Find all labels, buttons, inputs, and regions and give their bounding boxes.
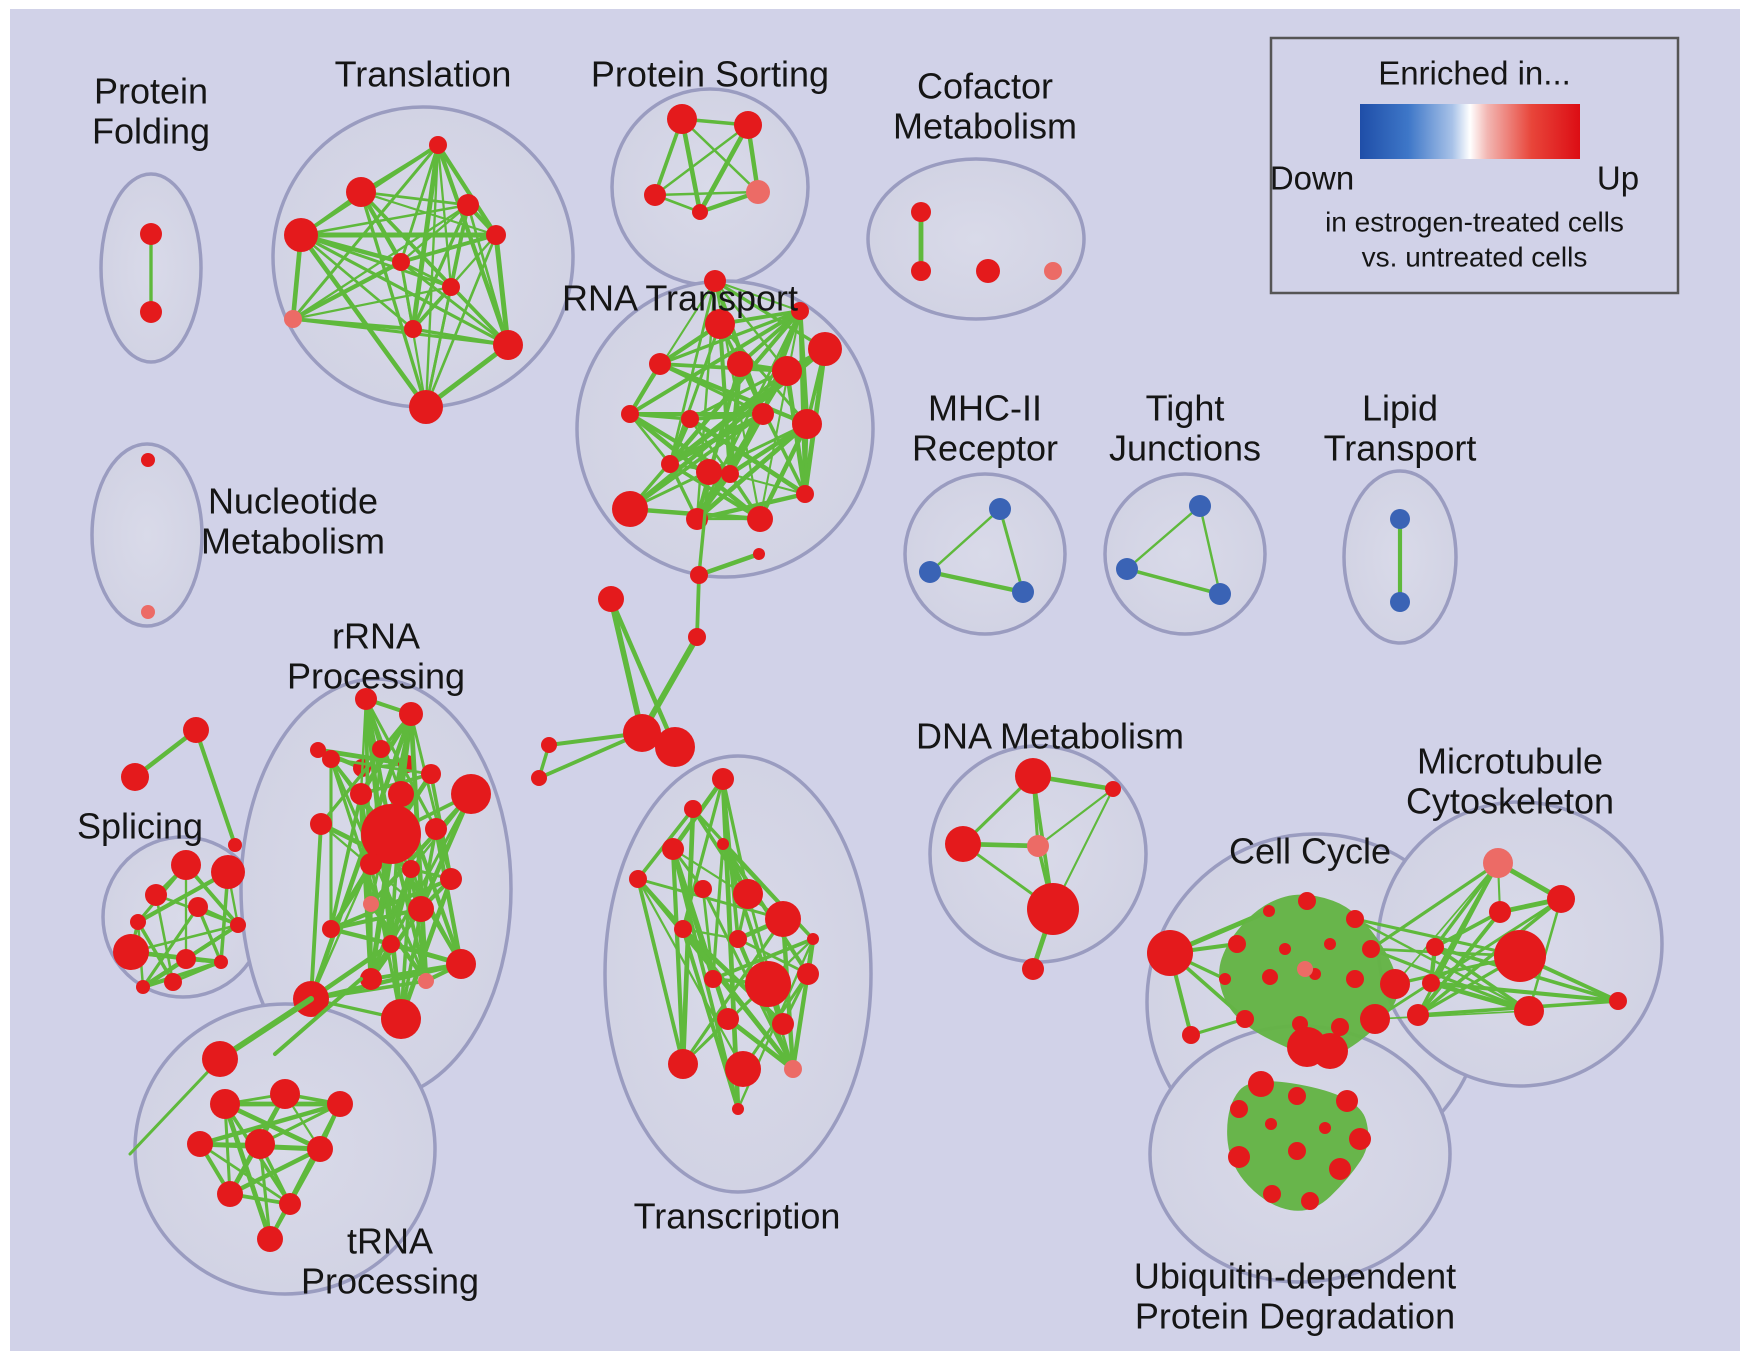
svg-text:Receptor: Receptor	[912, 428, 1058, 469]
svg-text:Protein Degradation: Protein Degradation	[1135, 1296, 1455, 1337]
svg-text:Enriched in...: Enriched in...	[1378, 55, 1571, 92]
svg-text:Cofactor: Cofactor	[917, 65, 1053, 106]
svg-text:Nucleotide: Nucleotide	[208, 480, 378, 521]
svg-text:Lipid: Lipid	[1362, 387, 1438, 428]
svg-text:rRNA: rRNA	[332, 615, 420, 656]
svg-text:tRNA: tRNA	[347, 1220, 433, 1261]
svg-text:Down: Down	[1270, 160, 1354, 197]
svg-text:Cell Cycle: Cell Cycle	[1229, 831, 1391, 872]
svg-text:Junctions: Junctions	[1109, 428, 1261, 469]
svg-text:Transport: Transport	[1324, 428, 1477, 469]
svg-text:Transcription: Transcription	[634, 1196, 841, 1237]
svg-text:Splicing: Splicing	[77, 806, 203, 847]
svg-text:in estrogen-treated cells: in estrogen-treated cells	[1325, 206, 1624, 237]
svg-text:Ubiquitin-dependent: Ubiquitin-dependent	[1134, 1255, 1456, 1296]
svg-text:Metabolism: Metabolism	[201, 521, 385, 562]
svg-text:Processing: Processing	[287, 656, 465, 697]
svg-text:Metabolism: Metabolism	[893, 106, 1077, 147]
svg-text:Tight: Tight	[1146, 387, 1225, 428]
svg-text:Folding: Folding	[92, 111, 210, 152]
svg-text:RNA Transport: RNA Transport	[562, 278, 798, 319]
svg-text:MHC-II: MHC-II	[928, 387, 1042, 428]
svg-text:Processing: Processing	[301, 1261, 479, 1302]
svg-text:DNA Metabolism: DNA Metabolism	[916, 716, 1184, 757]
svg-text:Protein: Protein	[94, 70, 208, 111]
svg-text:Up: Up	[1597, 160, 1639, 197]
svg-text:Cytoskeleton: Cytoskeleton	[1406, 781, 1614, 822]
svg-text:vs. untreated cells: vs. untreated cells	[1362, 241, 1588, 272]
svg-text:Microtubule: Microtubule	[1417, 740, 1603, 781]
svg-text:Protein Sorting: Protein Sorting	[591, 54, 829, 95]
svg-text:Translation: Translation	[335, 54, 512, 95]
